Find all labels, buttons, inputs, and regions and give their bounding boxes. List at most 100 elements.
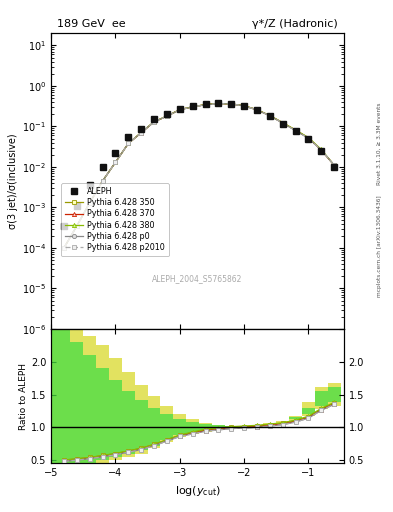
Bar	[148, 396, 160, 449]
Pythia 6.428 370	[242, 103, 246, 109]
ALEPH	[177, 105, 182, 112]
Pythia 6.428 p2010	[126, 140, 130, 146]
Pythia 6.428 370	[332, 162, 336, 168]
ALEPH	[165, 111, 169, 117]
Pythia 6.428 p2010	[203, 102, 208, 108]
ALEPH	[332, 164, 336, 170]
Pythia 6.428 370	[152, 119, 156, 125]
Bar	[51, 329, 70, 466]
Line: Pythia 6.428 p2010: Pythia 6.428 p2010	[62, 101, 336, 250]
Pythia 6.428 380	[242, 103, 246, 109]
Pythia 6.428 350	[255, 106, 259, 113]
Pythia 6.428 p2010	[293, 127, 298, 134]
Pythia 6.428 380	[203, 101, 208, 108]
Pythia 6.428 370	[268, 113, 272, 119]
Pythia 6.428 350	[306, 135, 311, 141]
Pythia 6.428 p2010	[100, 178, 105, 184]
Pythia 6.428 p0	[87, 200, 92, 206]
Line: Pythia 6.428 380: Pythia 6.428 380	[62, 101, 336, 250]
Pythia 6.428 370	[177, 106, 182, 113]
Bar	[289, 416, 302, 421]
Pythia 6.428 380	[100, 178, 105, 184]
Bar	[135, 385, 148, 454]
Line: Pythia 6.428 370: Pythia 6.428 370	[62, 101, 336, 250]
Pythia 6.428 380	[87, 200, 92, 206]
Pythia 6.428 p2010	[62, 245, 66, 251]
Pythia 6.428 p0	[74, 223, 79, 229]
Pythia 6.428 p0	[203, 102, 208, 108]
Pythia 6.428 p0	[293, 127, 298, 134]
Bar	[263, 423, 276, 424]
Pythia 6.428 380	[306, 135, 311, 141]
Pythia 6.428 p0	[165, 113, 169, 119]
Bar	[289, 417, 302, 419]
ALEPH	[100, 164, 105, 170]
Pythia 6.428 350	[152, 119, 156, 125]
Text: ALEPH_2004_S5765862: ALEPH_2004_S5765862	[152, 274, 242, 283]
ALEPH	[242, 103, 246, 109]
ALEPH	[216, 100, 221, 106]
Pythia 6.428 380	[74, 223, 79, 229]
Pythia 6.428 p0	[229, 101, 233, 107]
Pythia 6.428 350	[293, 127, 298, 134]
Pythia 6.428 380	[152, 119, 156, 125]
Pythia 6.428 380	[113, 159, 118, 165]
ALEPH	[319, 148, 324, 154]
Pythia 6.428 p2010	[113, 159, 118, 165]
Bar	[186, 422, 199, 433]
Bar	[315, 387, 328, 409]
Pythia 6.428 350	[268, 113, 272, 119]
Pythia 6.428 350	[319, 147, 324, 153]
X-axis label: log($y_{\rm cut}$): log($y_{\rm cut}$)	[174, 484, 220, 498]
Bar	[225, 426, 238, 429]
Pythia 6.428 p0	[62, 245, 66, 251]
Pythia 6.428 p2010	[177, 106, 182, 113]
Pythia 6.428 380	[139, 130, 143, 136]
Pythia 6.428 p0	[306, 135, 311, 141]
ALEPH	[203, 101, 208, 107]
Bar	[51, 329, 70, 466]
Pythia 6.428 350	[62, 245, 66, 251]
ALEPH	[306, 136, 311, 142]
Pythia 6.428 p2010	[306, 135, 311, 141]
Pythia 6.428 370	[280, 120, 285, 126]
Bar	[160, 406, 173, 442]
Bar	[302, 402, 315, 416]
Pythia 6.428 p2010	[319, 147, 324, 153]
Pythia 6.428 350	[203, 101, 208, 108]
Pythia 6.428 p0	[216, 100, 221, 106]
ALEPH	[255, 107, 259, 113]
Pythia 6.428 370	[306, 135, 311, 141]
Pythia 6.428 p0	[255, 107, 259, 113]
Bar	[186, 419, 199, 434]
Pythia 6.428 370	[113, 159, 118, 165]
ALEPH	[280, 120, 285, 126]
Pythia 6.428 380	[268, 113, 272, 119]
Bar	[302, 408, 315, 414]
Bar	[96, 368, 109, 460]
Bar	[96, 346, 109, 463]
Bar	[148, 408, 160, 445]
Pythia 6.428 p0	[242, 103, 246, 109]
Pythia 6.428 370	[319, 147, 324, 153]
Pythia 6.428 p2010	[268, 113, 272, 119]
Pythia 6.428 350	[126, 140, 130, 146]
Pythia 6.428 370	[165, 113, 169, 119]
Pythia 6.428 p0	[139, 130, 143, 136]
Pythia 6.428 p2010	[242, 103, 246, 109]
Y-axis label: Ratio to ALEPH: Ratio to ALEPH	[19, 362, 28, 430]
Pythia 6.428 p2010	[280, 120, 285, 126]
Pythia 6.428 370	[190, 104, 195, 110]
Line: Pythia 6.428 p0: Pythia 6.428 p0	[62, 101, 336, 250]
Bar	[135, 400, 148, 450]
Pythia 6.428 380	[255, 106, 259, 113]
Bar	[109, 358, 122, 460]
Bar	[212, 425, 225, 429]
Pythia 6.428 p2010	[152, 119, 156, 125]
Pythia 6.428 380	[177, 106, 182, 113]
Line: ALEPH: ALEPH	[61, 100, 337, 229]
Pythia 6.428 370	[87, 200, 92, 206]
Text: Rivet 3.1.10, ≥ 3.3M events: Rivet 3.1.10, ≥ 3.3M events	[377, 102, 382, 185]
Bar	[212, 424, 225, 430]
Bar	[328, 387, 341, 402]
